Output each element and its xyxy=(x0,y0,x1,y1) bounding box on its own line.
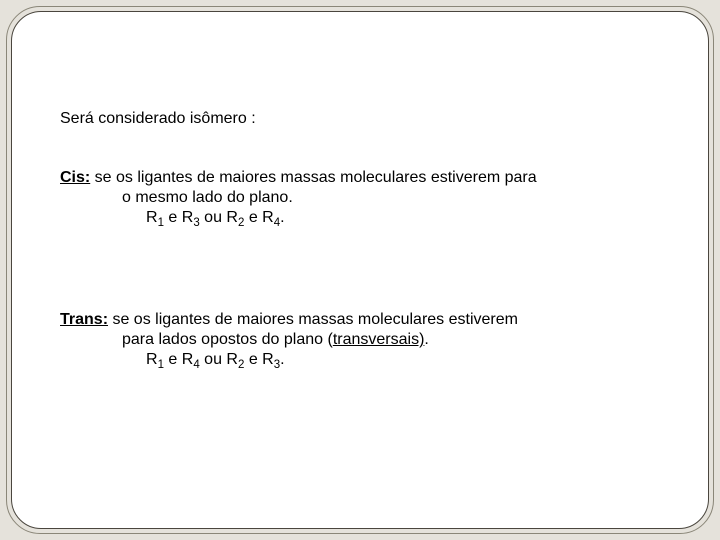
trans-mid3: e R xyxy=(244,351,273,368)
trans-line3: R1 e R4 ou R2 e R3. xyxy=(60,350,660,370)
trans-mid2: ou R xyxy=(200,351,238,368)
cis-suffix: . xyxy=(280,209,284,226)
trans-line2-before: para lados opostos do plano ( xyxy=(122,331,333,348)
trans-line2-underlined: transversais) xyxy=(333,331,425,348)
cis-r1-prefix: R xyxy=(146,209,158,226)
cis-line3: R1 e R3 ou R2 e R4. xyxy=(60,208,660,228)
slide-panel: Será considerado isômero : Cis: se os li… xyxy=(11,11,709,529)
trans-suffix: . xyxy=(280,351,284,368)
intro-text: Será considerado isômero : xyxy=(60,110,660,128)
cis-line1: se os ligantes de maiores massas molecul… xyxy=(90,169,536,186)
trans-label: Trans: xyxy=(60,311,108,328)
trans-line2: para lados opostos do plano (transversai… xyxy=(60,330,660,350)
trans-line1: se os ligantes de maiores massas molecul… xyxy=(108,311,518,328)
trans-section: Trans: se os ligantes de maiores massas … xyxy=(60,310,660,370)
trans-line2-after: . xyxy=(424,331,428,348)
cis-mid1: e R xyxy=(164,209,193,226)
cis-label: Cis: xyxy=(60,169,90,186)
cis-section: Cis: se os ligantes de maiores massas mo… xyxy=(60,168,660,228)
trans-mid1: e R xyxy=(164,351,193,368)
cis-mid3: e R xyxy=(244,209,273,226)
cis-line2: o mesmo lado do plano. xyxy=(60,188,660,208)
slide-content: Será considerado isômero : Cis: se os li… xyxy=(12,12,708,528)
trans-r1-prefix: R xyxy=(146,351,158,368)
cis-mid2: ou R xyxy=(200,209,238,226)
